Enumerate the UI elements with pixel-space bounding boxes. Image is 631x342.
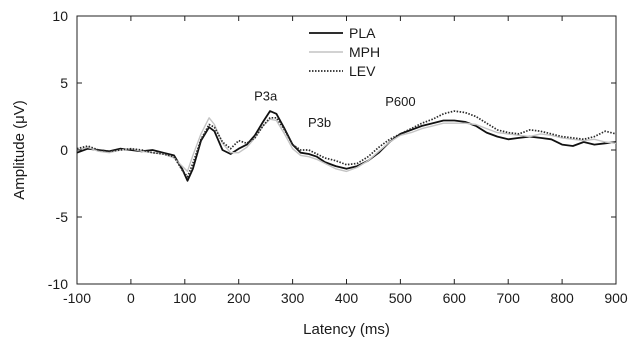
annotation-p3a: P3a [254,88,278,103]
legend-label-pla: PLA [349,25,376,41]
x-tick-label: -100 [63,290,91,306]
y-tick-label: 5 [60,75,68,91]
legend: PLA MPH LEV [309,25,380,79]
x-tick-label: 100 [173,290,197,306]
annotation-p600: P600 [385,94,415,109]
annotation-p3b: P3b [308,115,331,130]
x-tick-label: 400 [335,290,359,306]
tick-labels: -100 0 100 200 300 400 500 600 700 800 900 -10 -5 0 5 1… [48,8,628,306]
component-annotations: P3a P3b P600 [254,88,416,130]
x-axis-title: Latency (ms) [303,321,390,338]
series-line-lev [76,110,617,178]
x-tick-label: 800 [550,290,574,306]
legend-label-lev: LEV [349,63,376,79]
y-tick-label: 0 [60,142,68,158]
y-axis-title: Amplitude (μV) [11,100,28,200]
y-tick-label: -10 [48,276,68,292]
x-tick-label: 600 [443,290,467,306]
x-tick-label: 900 [604,290,628,306]
y-tick-label: 10 [52,8,68,24]
x-tick-label: 200 [227,290,251,306]
x-tick-label: 700 [497,290,521,306]
series-line-pla [76,110,617,182]
plot-border [76,15,617,285]
x-tick-label: 0 [127,290,135,306]
y-tick-label: -5 [56,209,69,225]
series-group [76,110,617,182]
x-tick-label: 500 [389,290,413,306]
plot-frame [76,15,617,285]
x-tick-label: 300 [281,290,305,306]
series-line-mph [76,117,617,173]
legend-label-mph: MPH [349,44,380,60]
